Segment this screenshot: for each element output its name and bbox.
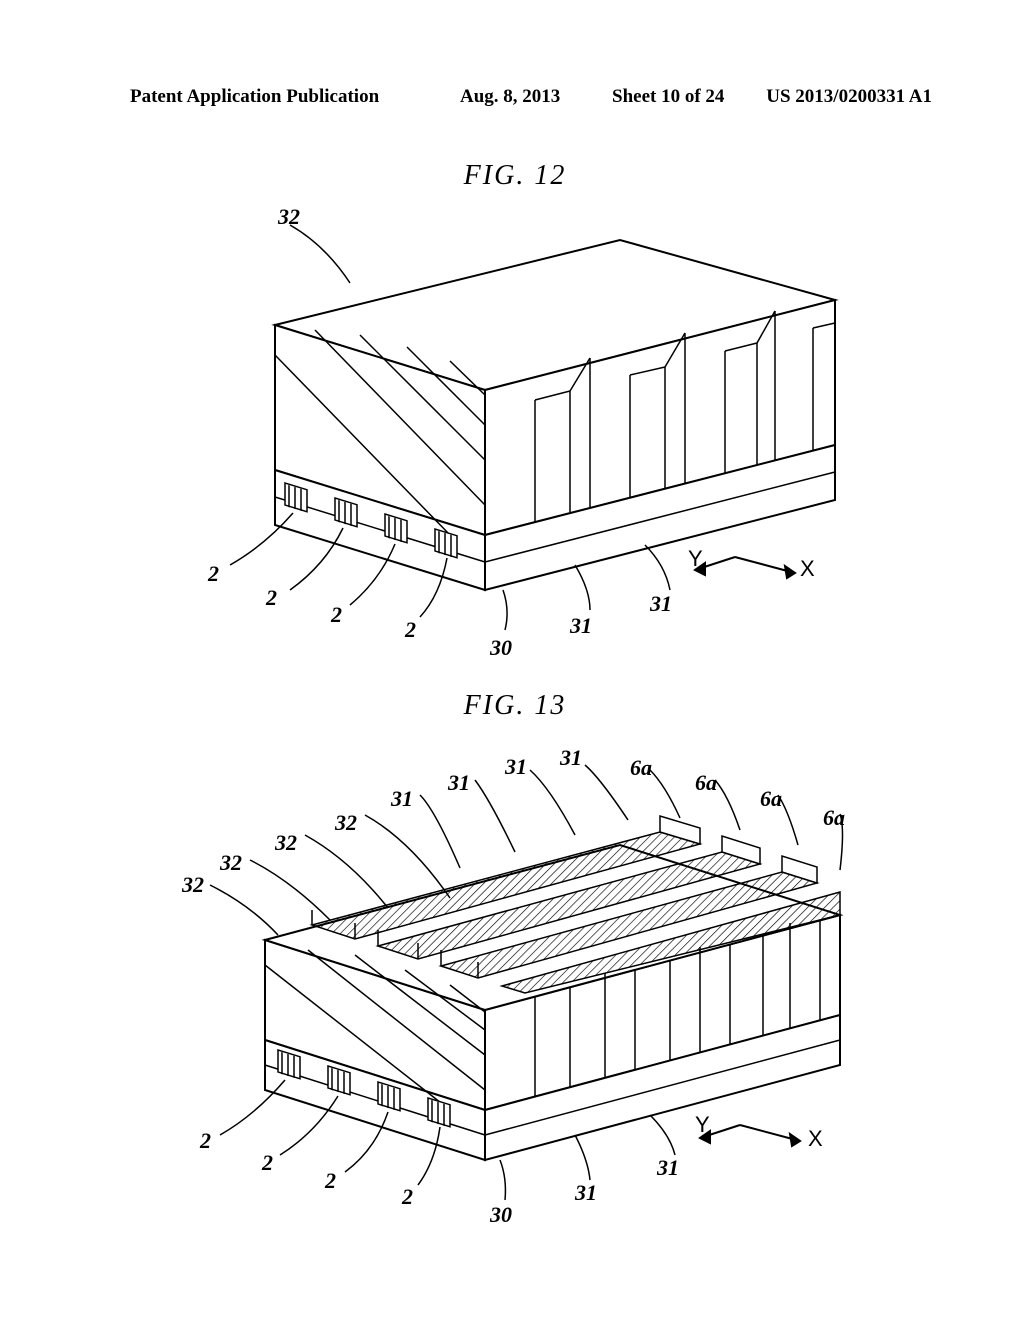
fig13-ref-2b: 2 <box>262 1150 273 1176</box>
fig12-ref-2a: 2 <box>208 561 219 587</box>
fig13-ref-2c: 2 <box>325 1168 336 1194</box>
fig12-ref-2d: 2 <box>405 617 416 643</box>
publication-type: Patent Application Publication <box>130 86 379 108</box>
fig13-ref-6a3: 6a <box>760 786 782 812</box>
fig13-ref-32c: 32 <box>335 810 357 836</box>
fig13-ref-6a4: 6a <box>823 805 845 831</box>
fig12-ref-2b: 2 <box>266 585 277 611</box>
fig13-ref-31tb: 31 <box>448 770 470 796</box>
fig13-axis-x: X <box>808 1126 823 1152</box>
fig13-ref-31b: 31 <box>657 1155 679 1181</box>
fig13-ref-30: 30 <box>490 1202 512 1228</box>
fig12-ref-30: 30 <box>490 635 512 661</box>
fig13-ref-6a1: 6a <box>630 755 652 781</box>
fig13-ref-2d: 2 <box>402 1184 413 1210</box>
fig12-ref-32: 32 <box>278 204 300 230</box>
fig12-title: FIG. 12 <box>415 160 615 192</box>
fig13-ref-31tc: 31 <box>505 754 527 780</box>
fig13-ref-32d: 32 <box>220 850 242 876</box>
patent-page: Patent Application Publication Aug. 8, 2… <box>0 0 1024 1320</box>
fig12-ref-31b: 31 <box>650 591 672 617</box>
patent-number: US 2013/0200331 A1 <box>766 86 932 108</box>
fig13-ref-31a: 31 <box>575 1180 597 1206</box>
fig13-ref-6a2: 6a <box>695 770 717 796</box>
publication-date: Aug. 8, 2013 <box>460 86 560 108</box>
fig12-axis-x: X <box>800 556 815 582</box>
fig13-axis-y: Y <box>695 1112 710 1138</box>
fig13-ref-32a: 32 <box>182 872 204 898</box>
fig12-drawing <box>175 195 855 635</box>
fig12-ref-31a: 31 <box>570 613 592 639</box>
fig12-ref-2c: 2 <box>331 602 342 628</box>
fig13-ref-2a: 2 <box>200 1128 211 1154</box>
fig13-title: FIG. 13 <box>415 690 615 722</box>
fig13-ref-32b: 32 <box>275 830 297 856</box>
fig12-axis-y: Y <box>688 546 703 572</box>
sheet-number: Sheet 10 of 24 <box>612 86 724 108</box>
fig13-ref-31td: 31 <box>560 745 582 771</box>
fig13-ref-31ta: 31 <box>391 786 413 812</box>
